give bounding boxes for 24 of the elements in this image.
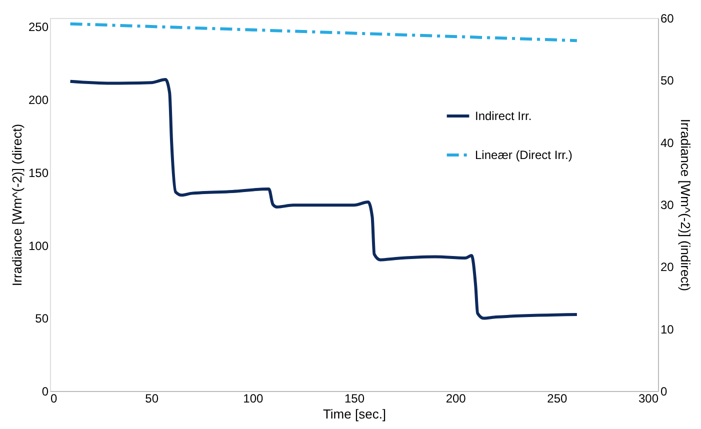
y2-tick-label: 30 <box>660 198 674 212</box>
x-tick-label: 300 <box>638 392 659 406</box>
y2-axis-title: Irradiance [Wm^(-2)] (indirect) <box>678 118 693 292</box>
y-tick-label: 50 <box>35 312 49 326</box>
y-axis-title: Irradiance [Wm^(-2)] (direct) <box>9 124 24 286</box>
y2-tick-label: 60 <box>660 12 674 26</box>
y2-tick-label: 40 <box>660 136 674 150</box>
y-tick-label: 250 <box>28 20 49 34</box>
x-tick-label: 100 <box>243 392 264 406</box>
x-tick-label: 0 <box>50 392 58 406</box>
x-tick-label: 150 <box>344 392 365 406</box>
x-axis-title: Time [sec.] <box>322 406 386 422</box>
y-tick-label: 200 <box>28 93 49 108</box>
legend-label: Indirect Irr. <box>475 109 532 123</box>
y-tick-label: 150 <box>28 166 49 180</box>
x-tick-label: 200 <box>446 392 466 406</box>
x-tick-label: 250 <box>547 392 568 406</box>
legend-label: Lineær (Direct Irr.) <box>475 148 572 162</box>
y2-tick-label: 20 <box>660 260 674 274</box>
y2-tick-label: 10 <box>660 322 674 336</box>
y2-tick-label: 50 <box>660 74 674 88</box>
x-tick-label: 50 <box>145 392 159 406</box>
line-series <box>68 78 578 320</box>
y-tick-label: 100 <box>28 238 49 253</box>
